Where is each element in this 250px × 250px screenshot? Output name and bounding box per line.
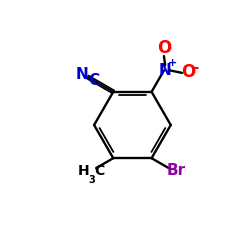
Text: 3: 3 xyxy=(88,175,95,185)
Text: C: C xyxy=(94,164,104,177)
Text: H: H xyxy=(78,164,90,177)
Text: C: C xyxy=(88,73,99,88)
Text: O: O xyxy=(182,64,196,82)
Text: N: N xyxy=(76,66,88,82)
Text: N: N xyxy=(159,63,172,78)
Text: -: - xyxy=(192,60,198,75)
Text: O: O xyxy=(157,39,171,57)
Text: +: + xyxy=(168,58,177,68)
Text: Br: Br xyxy=(166,163,186,178)
